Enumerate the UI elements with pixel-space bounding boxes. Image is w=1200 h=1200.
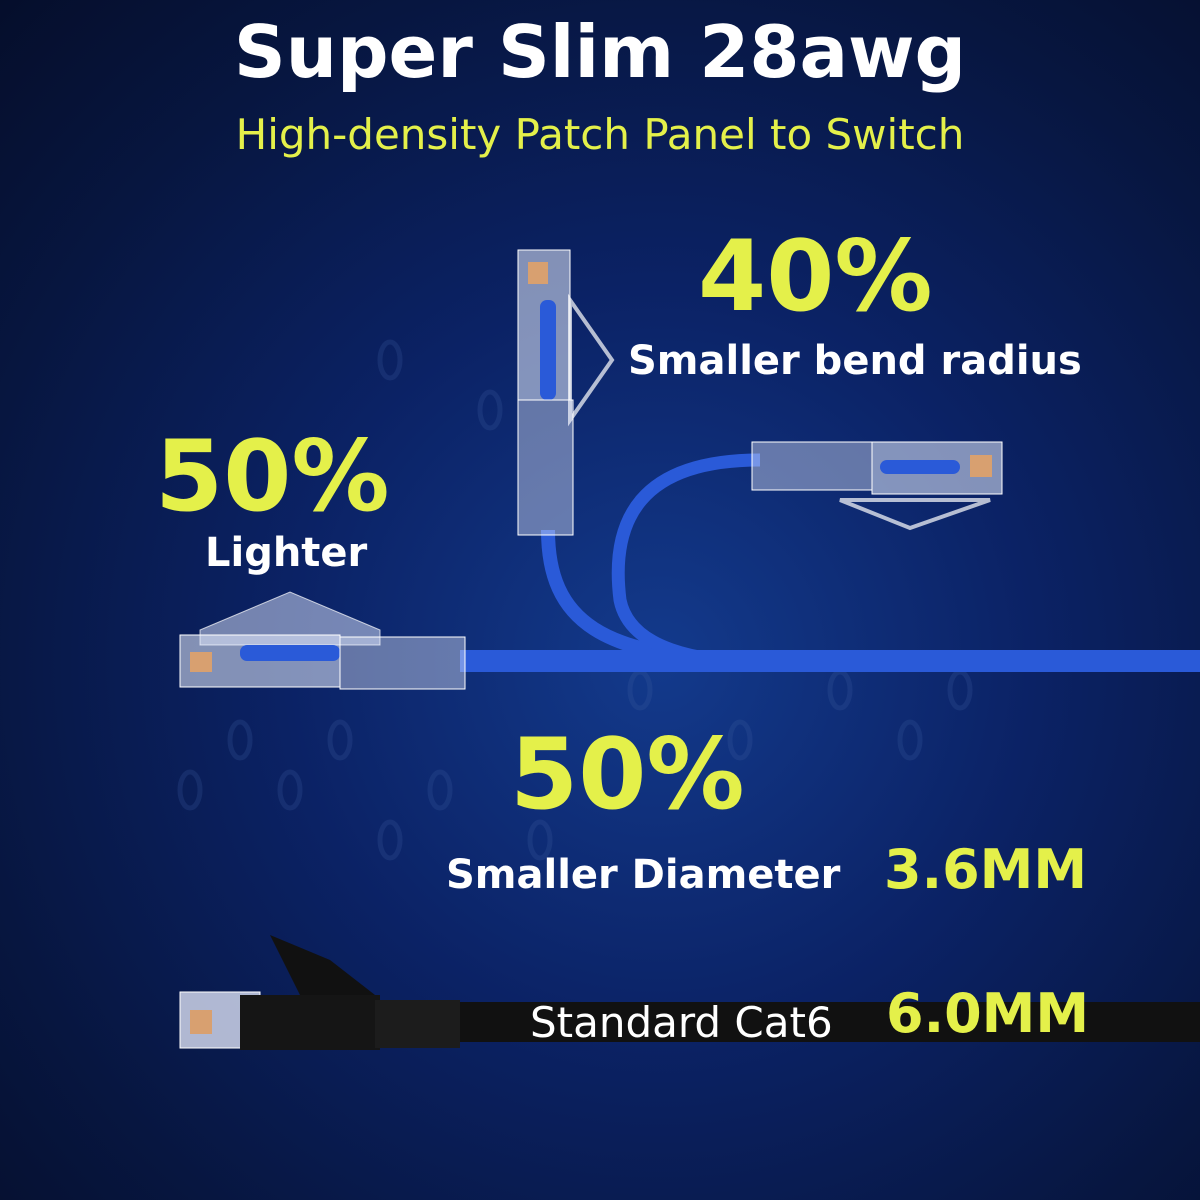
standard-label: Standard Cat6 [530, 998, 833, 1047]
bend-radius-value: 40% [698, 220, 933, 334]
lighter-label: Lighter [205, 530, 368, 576]
rj45-connector-right [751, 441, 1003, 531]
lighter-value: 50% [155, 420, 390, 534]
slim-cable-loop [611, 453, 761, 669]
binary-background [177, 339, 973, 861]
subtitle: High-density Patch Panel to Switch [235, 110, 965, 159]
slim-diameter-measure: 3.6MM [884, 838, 1088, 901]
slim-cable-straight [460, 650, 1200, 672]
bend-radius-label: Smaller bend radius [628, 338, 1082, 384]
rj45-connector-top [517, 249, 615, 536]
diameter-value: 50% [510, 718, 745, 832]
rj45-connector-left [179, 591, 466, 690]
page-title: Super Slim 28awg [233, 10, 967, 94]
diameter-label: Smaller Diameter [446, 852, 841, 898]
standard-cat6-cable [179, 935, 1200, 1050]
standard-diameter-measure: 6.0MM [886, 982, 1090, 1045]
